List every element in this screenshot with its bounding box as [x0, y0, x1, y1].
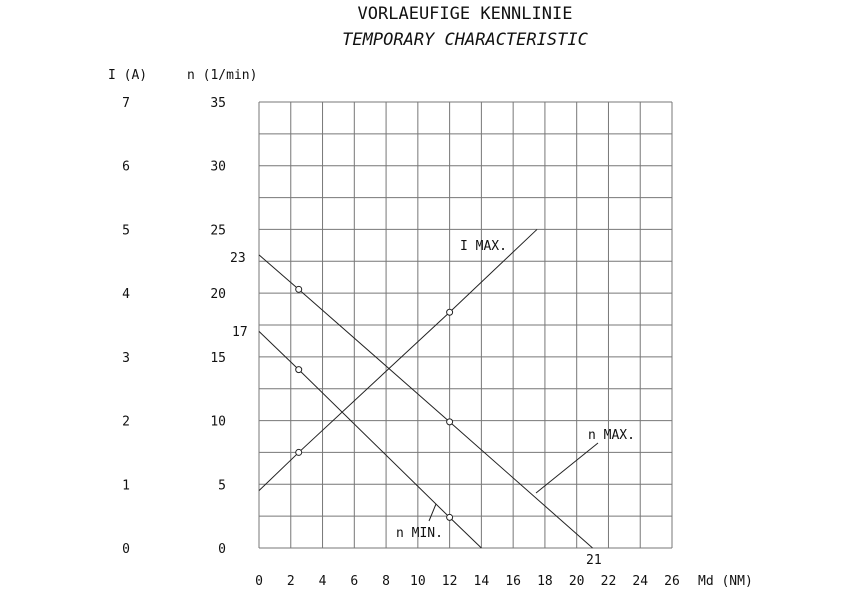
- x-tick-label: 26: [664, 574, 680, 589]
- y-tick-label: 5: [218, 478, 226, 493]
- y2-axis-label: I (A): [108, 68, 147, 83]
- data-point-marker: [446, 308, 454, 316]
- y-tick-label: 15: [210, 351, 226, 366]
- series-label-n-max: n MAX.: [588, 428, 635, 443]
- series-line-imax: [258, 229, 538, 492]
- y2-tick-label: 0: [122, 542, 130, 557]
- series-label-i-max: I MAX.: [460, 239, 507, 254]
- y-tick-label: 10: [210, 415, 226, 430]
- y2-tick-label: 1: [122, 478, 130, 493]
- series-label-n-min: n MIN.: [396, 526, 443, 541]
- y-tick-label: 20: [210, 287, 226, 302]
- grid: [258, 101, 673, 549]
- y2-tick-label: 4: [122, 287, 130, 302]
- x-tick-label: 8: [382, 574, 390, 589]
- x-tick-label: 10: [410, 574, 426, 589]
- chart-subtitle: TEMPORARY CHARACTERISTIC: [342, 30, 588, 50]
- x-axis-label: Md (NM): [698, 574, 753, 589]
- data-point-marker: [295, 285, 303, 293]
- x-tick-label: 14: [474, 574, 490, 589]
- y-tick-label: 25: [210, 223, 226, 238]
- chart-title: VORLAEUFIGE KENNLINIE: [358, 4, 573, 24]
- x-tick-label: 4: [319, 574, 327, 589]
- y-tick-label: 0: [218, 542, 226, 557]
- x-tick-label: 0: [255, 574, 263, 589]
- annotation-17: 17: [232, 325, 248, 340]
- series: [258, 229, 593, 549]
- data-point-marker: [446, 513, 454, 521]
- leader-line-n-min: [428, 503, 437, 522]
- data-point-marker: [295, 448, 303, 456]
- series-line-nmax: [258, 254, 593, 549]
- x-tick-label: 24: [632, 574, 648, 589]
- x-tick-label: 18: [537, 574, 553, 589]
- data-point-marker: [295, 366, 303, 374]
- series-line-nmin: [258, 331, 482, 549]
- y2-tick-label: 2: [122, 415, 130, 430]
- y-tick-label: 30: [210, 160, 226, 175]
- y-axis-label: n (1/min): [187, 68, 257, 83]
- annotation-21: 21: [586, 553, 602, 568]
- x-tick-label: 12: [442, 574, 458, 589]
- y2-tick-label: 3: [122, 351, 130, 366]
- annotations: I MAX. n MAX. n MIN. 23 17 21: [230, 239, 635, 568]
- x-tick-label: 16: [505, 574, 521, 589]
- x-tick-label: 6: [350, 574, 358, 589]
- y2-tick-label: 7: [122, 96, 130, 111]
- y2-tick-label: 5: [122, 223, 130, 238]
- x-tick-label: 2: [287, 574, 295, 589]
- annotation-23: 23: [230, 251, 246, 266]
- data-point-marker: [446, 418, 454, 426]
- x-tick-label: 20: [569, 574, 585, 589]
- ticks: 0 2 4 6 8 10 12 14 16 18 20 22 24 2605101520253035012…: [122, 96, 680, 589]
- x-tick-label: 22: [601, 574, 617, 589]
- y2-tick-label: 6: [122, 160, 130, 175]
- y-tick-label: 35: [210, 96, 226, 111]
- leader-line-n-max: [535, 442, 599, 494]
